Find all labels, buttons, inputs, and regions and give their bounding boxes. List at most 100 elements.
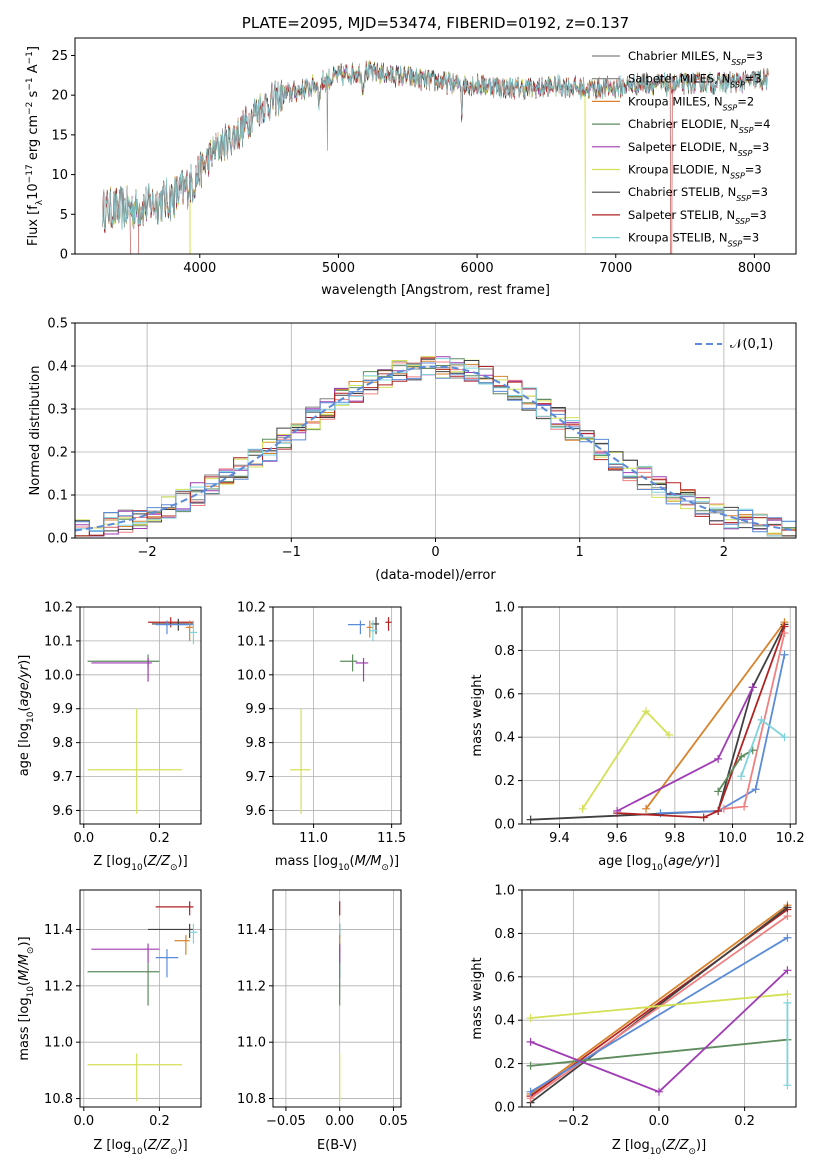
y-tick-label: 10.8 [237, 1092, 266, 1107]
y-tick-label: 10.2 [237, 601, 266, 616]
weight-marker [751, 785, 760, 794]
errorbar-point-3 [366, 620, 373, 638]
label-part: ( [143, 1138, 148, 1153]
label-part: ( [17, 707, 32, 712]
legend-entry-sub: SSP [728, 239, 743, 248]
label-part: )] [710, 854, 720, 869]
y-tick-label: 11.0 [44, 1036, 73, 1051]
panel-age_vs_Z: 0.0 0.29.69.79.89.910.010.110.2Z [log10(Z… [17, 601, 202, 873]
label-part: Z/Z [147, 1138, 171, 1153]
panel-mass_weight_vs_Z: −0.2 0.0 0.2 0.0 0.2 0.4 0.6 0.8 1.0 Z [log10(Z/Z… [470, 884, 797, 1157]
y-tick-label: 0.8 [494, 927, 515, 942]
weight-marker [613, 806, 622, 815]
weight-marker [699, 813, 708, 822]
label-part: M/M [17, 954, 32, 981]
label-part: ( [143, 854, 148, 869]
label-part: Flux [f [26, 205, 41, 246]
x-tick-label: 0.2 [734, 1114, 755, 1129]
y-tick-label: 0.0 [494, 1101, 515, 1116]
x-tick-label: 9.4 [549, 831, 570, 846]
x-axis-label: mass [log10(M/M⊙)] [275, 854, 399, 873]
weight-series-2 [530, 906, 788, 1104]
legend-entry-name: Kroupa ELODIE, N [628, 163, 730, 177]
weight-marker [719, 804, 728, 813]
plot-area [87, 617, 198, 814]
y-tick-label: 15 [51, 128, 68, 143]
weight-marker [783, 990, 792, 999]
legend-entry-count: =3 [752, 140, 769, 154]
label-part: ( [350, 854, 355, 869]
x-tick-label: 0.00 [325, 1114, 354, 1129]
legend-entry-count: =3 [742, 231, 759, 245]
legend-entry: Salpeter ELODIE, NSSP=3 [628, 140, 769, 158]
legend-entry-name: Kroupa STELIB, N [628, 231, 728, 245]
errorbar-point-3 [185, 620, 194, 641]
errorbar-point-4 [189, 620, 198, 645]
y-tick-label: 0.6 [494, 970, 515, 985]
weight-marker [714, 787, 723, 796]
errorbar-point-3 [174, 935, 190, 955]
label-part: ( [663, 854, 668, 869]
plot-area [290, 617, 392, 814]
x-axis-label: Z [log10(Z/Z⊙)] [612, 1138, 706, 1157]
label-part: age [log [17, 723, 32, 776]
x-tick-label: 0.0 [73, 831, 94, 846]
x-axis-label: Z [log10(Z/Z⊙)] [93, 854, 187, 873]
errorbar-point-6 [87, 963, 160, 1006]
weight-marker [714, 806, 723, 815]
weight-marker [757, 715, 766, 724]
panel-mass_vs_Z: 0.0 0.210.811.011.211.4Z [log10(Z/Z⊙)]mas… [17, 889, 202, 1157]
x-tick-label: 11.5 [377, 831, 406, 846]
errorbar-point-2 [347, 620, 366, 635]
label-part: Z/Z [665, 1138, 689, 1153]
y-axis-label: Flux [fλ10−17 erg cm−2 s−1 A−1] [25, 46, 45, 246]
plot-area [87, 901, 198, 1102]
weight-series-4 [617, 626, 786, 819]
errorbar-point-2 [155, 620, 194, 635]
weight-marker [665, 731, 674, 740]
label-part: 10 [131, 1147, 143, 1157]
y-axis-label: mass [log10(M/M⊙)] [17, 936, 36, 1060]
histogram-9 [75, 362, 796, 533]
legend-entry-name: Salpeter STELIB, N [628, 208, 735, 222]
plot-area [526, 618, 789, 824]
weight-marker [737, 772, 746, 781]
x-tick-label: 8000 [738, 261, 771, 276]
spectrum-series-8 [102, 63, 769, 231]
x-axis-label: E(B-V) [317, 1138, 357, 1153]
errorbar-point-4 [155, 949, 179, 978]
legend-entry-count: =4 [754, 117, 771, 131]
label-part: )] [389, 854, 399, 869]
weight-marker [526, 1037, 535, 1046]
legend-entry-name: Salpeter MILES, N [628, 72, 730, 86]
label-part: M/M [355, 854, 382, 869]
label-part: −17 [25, 164, 35, 183]
y-tick-label: 10.1 [44, 634, 73, 649]
legend-entry-sub: SSP [730, 171, 745, 180]
label-part: age [log [598, 854, 651, 869]
y-tick-label: 9.9 [52, 702, 73, 717]
legend-entry: Salpeter STELIB, NSSP=3 [628, 208, 767, 226]
panel-mass_weight_vs_age: 9.4 9.6 9.8 10.0 10.2 0.0 0.2 0.4 0.6 0.8 1.0 age [… [470, 601, 805, 874]
y-tick-label: 0.8 [494, 644, 515, 659]
axes-frame [79, 889, 202, 1108]
label-part: A [26, 64, 41, 77]
x-tick-label: −0.05 [266, 1114, 306, 1129]
label-part: −1 [25, 77, 35, 90]
plot-area [526, 901, 792, 1107]
panel-mass_vs_EBV: −0.05 0.00 0.05 10.8 11.0 11.2 11.4 E(B-V) [237, 889, 408, 1153]
y-tick-label: 0.2 [494, 774, 515, 789]
legend-entry-name: Kroupa MILES, N [628, 94, 723, 108]
y-tick-label: 0.0 [494, 818, 515, 833]
legend-entry-count: =3 [745, 163, 762, 177]
legend: 𝒩(0,1) [695, 337, 773, 352]
label-part: ⊙ [688, 1147, 696, 1157]
label-part: λ [35, 199, 45, 205]
weight-series-3 [660, 654, 786, 814]
label-part: Z [log [93, 1138, 131, 1153]
y-tick-label: 10 [51, 168, 68, 183]
y-tick-label: 10.2 [44, 601, 73, 616]
label-part: 10 [650, 1147, 662, 1157]
label-part: ] [26, 46, 41, 51]
x-tick-label: −2 [138, 545, 157, 560]
